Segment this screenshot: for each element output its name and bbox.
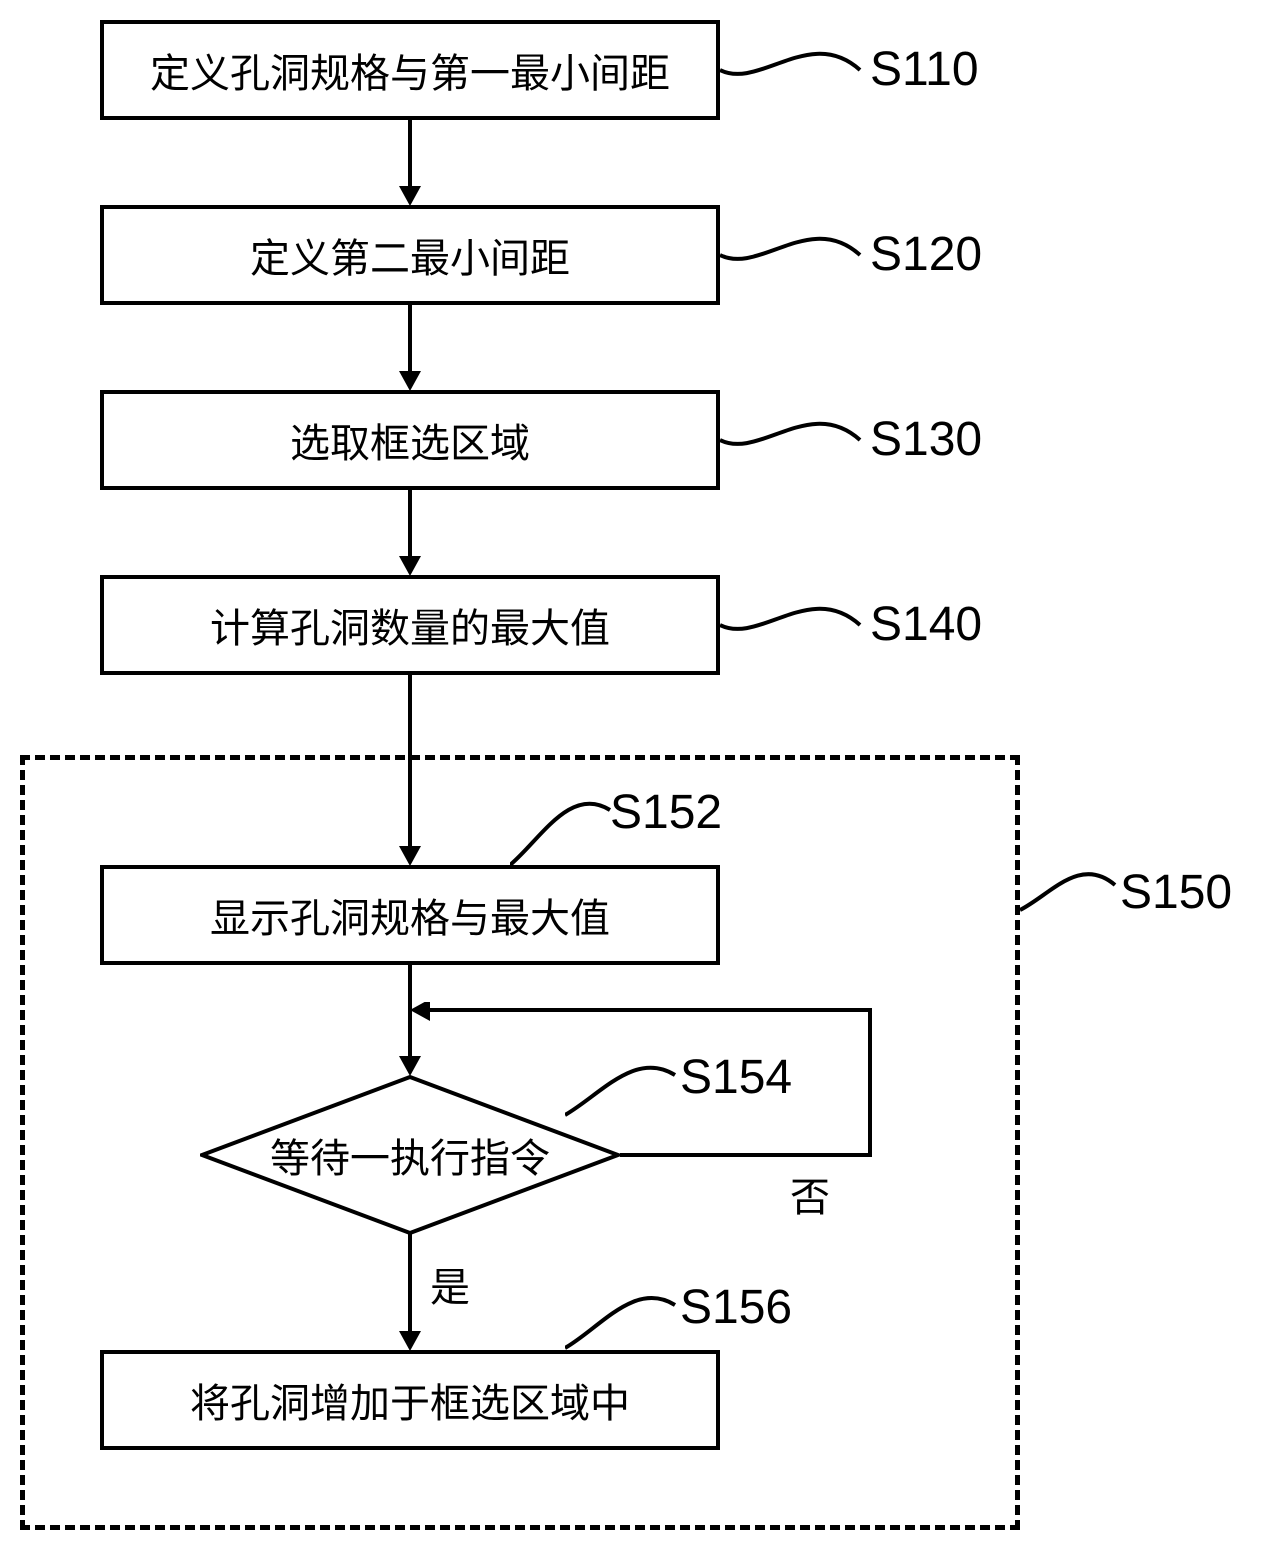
leader-s140: [720, 590, 870, 650]
step-text: 定义第二最小间距: [250, 226, 570, 284]
label-s130: S130: [870, 412, 982, 467]
arrow-130-140: [395, 490, 425, 576]
step-text: 显示孔洞规格与最大值: [210, 886, 610, 944]
leader-s110: [720, 35, 870, 95]
step-s156: 将孔洞增加于框选区域中: [100, 1350, 720, 1450]
label-yes: 是: [430, 1255, 470, 1313]
step-s130: 选取框选区域: [100, 390, 720, 490]
leader-s156: [565, 1285, 685, 1360]
label-s120: S120: [870, 227, 982, 282]
leader-s130: [720, 405, 870, 465]
label-s140: S140: [870, 597, 982, 652]
leader-s120: [720, 220, 870, 280]
label-s152: S152: [610, 785, 722, 840]
label-no: 否: [790, 1165, 830, 1223]
flowchart-canvas: 定义孔洞规格与第一最小间距 定义第二最小间距 选取框选区域 计算孔洞数量的最大值…: [0, 0, 1283, 1555]
step-text: 将孔洞增加于框选区域中: [190, 1371, 630, 1429]
step-text: 选取框选区域: [290, 411, 530, 469]
leader-s152: [510, 790, 620, 875]
step-text: 定义孔洞规格与第一最小间距: [150, 41, 670, 99]
leader-s154: [565, 1055, 685, 1130]
step-s152: 显示孔洞规格与最大值: [100, 865, 720, 965]
arrow-140-152: [395, 675, 425, 866]
arrow-120-130: [395, 305, 425, 391]
label-s150: S150: [1120, 865, 1232, 920]
step-s110: 定义孔洞规格与第一最小间距: [100, 20, 720, 120]
arrow-110-120: [395, 120, 425, 206]
arrow-154-156: [395, 1233, 425, 1351]
step-text: 计算孔洞数量的最大值: [210, 596, 610, 654]
step-s120: 定义第二最小间距: [100, 205, 720, 305]
label-s156: S156: [680, 1280, 792, 1335]
leader-s150: [1020, 860, 1125, 925]
label-s110: S110: [870, 42, 979, 97]
step-s140: 计算孔洞数量的最大值: [100, 575, 720, 675]
